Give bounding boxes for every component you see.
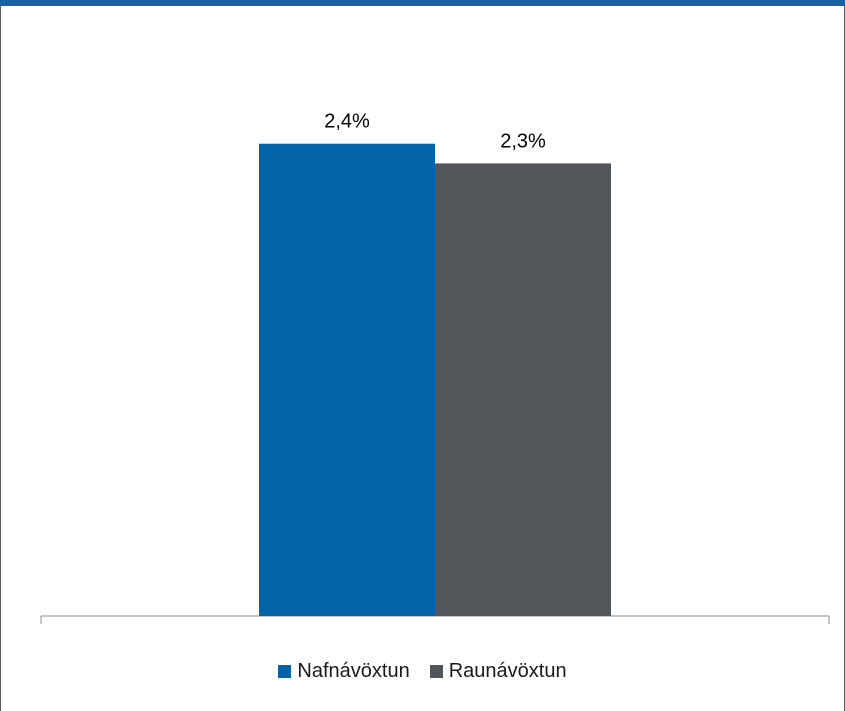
data-label-raunavoxtun: 2,3%	[500, 130, 546, 152]
legend-label-nafnavoxtun: Nafnávöxtun	[297, 660, 410, 682]
legend: Nafnávöxtun Raunávöxtun	[0, 660, 845, 683]
bar-group: 2,4% 2,3%	[259, 111, 611, 616]
legend-label-raunavoxtun: Raunávöxtun	[448, 660, 567, 682]
legend-swatch-nafnavoxtun	[278, 665, 292, 678]
legend-item-raunavoxtun: Raunávöxtun	[429, 660, 567, 683]
data-label-nafnavoxtun: 2,4%	[324, 111, 370, 133]
legend-swatch-raunavoxtun	[429, 665, 443, 678]
legend-item-nafnavoxtun: Nafnávöxtun	[278, 660, 410, 683]
bar-nafnavoxtun	[259, 143, 435, 616]
top-band	[0, 0, 845, 6]
bar-raunavoxtun	[435, 163, 611, 616]
